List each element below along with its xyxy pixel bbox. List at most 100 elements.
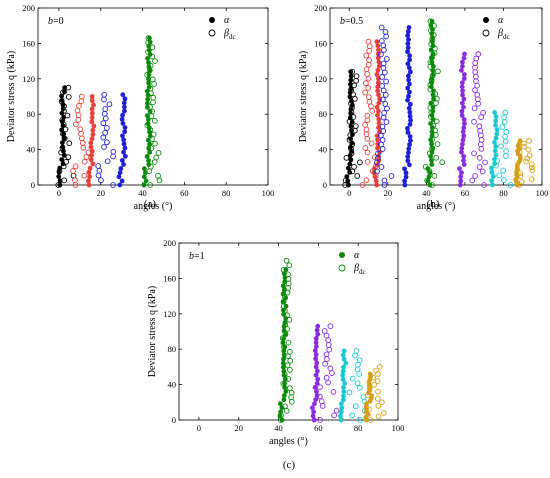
beta-point: [278, 412, 284, 419]
beta-point: [428, 27, 434, 34]
alpha-point: [367, 371, 373, 377]
beta-point: [474, 91, 481, 98]
alpha-point: [314, 393, 320, 398]
beta-point: [78, 130, 84, 137]
beta-point: [354, 380, 361, 387]
alpha-point: [460, 88, 466, 94]
beta-point: [104, 125, 110, 131]
panel-label: (a): [144, 198, 157, 210]
beta-point: [323, 332, 330, 339]
beta-point: [382, 101, 389, 107]
x-tick-label: 40: [138, 188, 147, 198]
beta-point: [482, 159, 488, 166]
beta-point: [101, 96, 107, 103]
beta-point: [343, 154, 350, 161]
series-group-3: [95, 91, 128, 188]
series-group-3: [374, 24, 413, 188]
beta-point: [152, 58, 158, 64]
beta-point: [101, 91, 108, 98]
beta-point: [375, 413, 382, 420]
beta-point: [496, 172, 503, 179]
alpha-point: [315, 331, 321, 337]
alpha-point: [459, 84, 465, 90]
alpha-point: [147, 52, 153, 57]
beta-point: [365, 61, 372, 68]
legend-beta-label: βdc: [353, 263, 366, 276]
beta-point: [476, 123, 483, 130]
alpha-point: [405, 41, 411, 47]
beta-point: [347, 132, 354, 139]
beta-point: [424, 177, 430, 184]
alpha-point: [376, 92, 381, 98]
alpha-point: [406, 65, 412, 71]
beta-point: [152, 117, 158, 124]
beta-point: [350, 114, 357, 120]
alpha-point: [313, 372, 319, 378]
beta-point: [288, 394, 294, 401]
beta-point: [342, 177, 349, 184]
alpha-point: [375, 80, 381, 85]
y-tick-label: 40: [319, 145, 328, 155]
alpha-point: [489, 165, 494, 171]
beta-point: [473, 55, 480, 62]
beta-point: [507, 182, 514, 188]
alpha-point: [459, 170, 464, 176]
beta-point: [149, 108, 156, 115]
beta-point: [59, 145, 66, 151]
alpha-point: [57, 182, 63, 188]
alpha-point: [339, 405, 345, 411]
beta-point: [80, 144, 87, 151]
beta-point: [366, 57, 372, 63]
beta-point: [156, 177, 163, 184]
beta-point: [325, 342, 332, 348]
alpha-point: [461, 153, 467, 159]
beta-point: [284, 326, 290, 332]
beta-point: [363, 52, 370, 59]
beta-point: [370, 374, 376, 381]
alpha-point: [429, 59, 435, 65]
alpha-point: [406, 93, 411, 99]
beta-point: [471, 150, 477, 157]
beta-point: [371, 381, 378, 388]
alpha-point: [402, 166, 407, 172]
alpha-point: [341, 364, 346, 370]
alpha-point: [343, 360, 349, 366]
alpha-point: [407, 81, 412, 87]
alpha-point: [141, 174, 147, 180]
beta-point: [502, 153, 509, 159]
beta-point: [364, 117, 371, 124]
alpha-point: [311, 417, 317, 423]
x-tick-label: 20: [384, 188, 393, 198]
alpha-point: [313, 352, 319, 358]
beta-point: [501, 114, 507, 121]
beta-point: [351, 164, 357, 170]
y-tick-label: 0: [31, 180, 35, 190]
alpha-point: [459, 145, 465, 151]
alpha-point: [347, 94, 353, 100]
alpha-point: [375, 137, 381, 143]
alpha-point: [493, 118, 499, 124]
alpha-point: [59, 157, 65, 163]
beta-point: [521, 143, 527, 150]
beta-point: [323, 351, 330, 358]
alpha-point: [459, 67, 464, 73]
alpha-point: [425, 166, 431, 172]
beta-point: [317, 384, 323, 391]
beta-point: [355, 361, 361, 368]
beta-point: [279, 335, 286, 341]
alpha-point: [313, 344, 319, 349]
beta-point: [520, 140, 527, 147]
beta-point: [60, 131, 66, 137]
beta-point: [476, 164, 483, 170]
beta-point: [433, 100, 439, 106]
alpha-point: [89, 136, 95, 142]
alpha-point: [120, 112, 125, 118]
y-tick-label: 120: [314, 74, 327, 84]
beta-point: [363, 66, 370, 73]
beta-point: [498, 143, 504, 150]
beta-point: [362, 89, 368, 96]
beta-point: [280, 380, 287, 387]
alpha-point: [91, 123, 97, 129]
beta-point: [349, 68, 356, 75]
x-tick-label: 80: [354, 423, 363, 433]
